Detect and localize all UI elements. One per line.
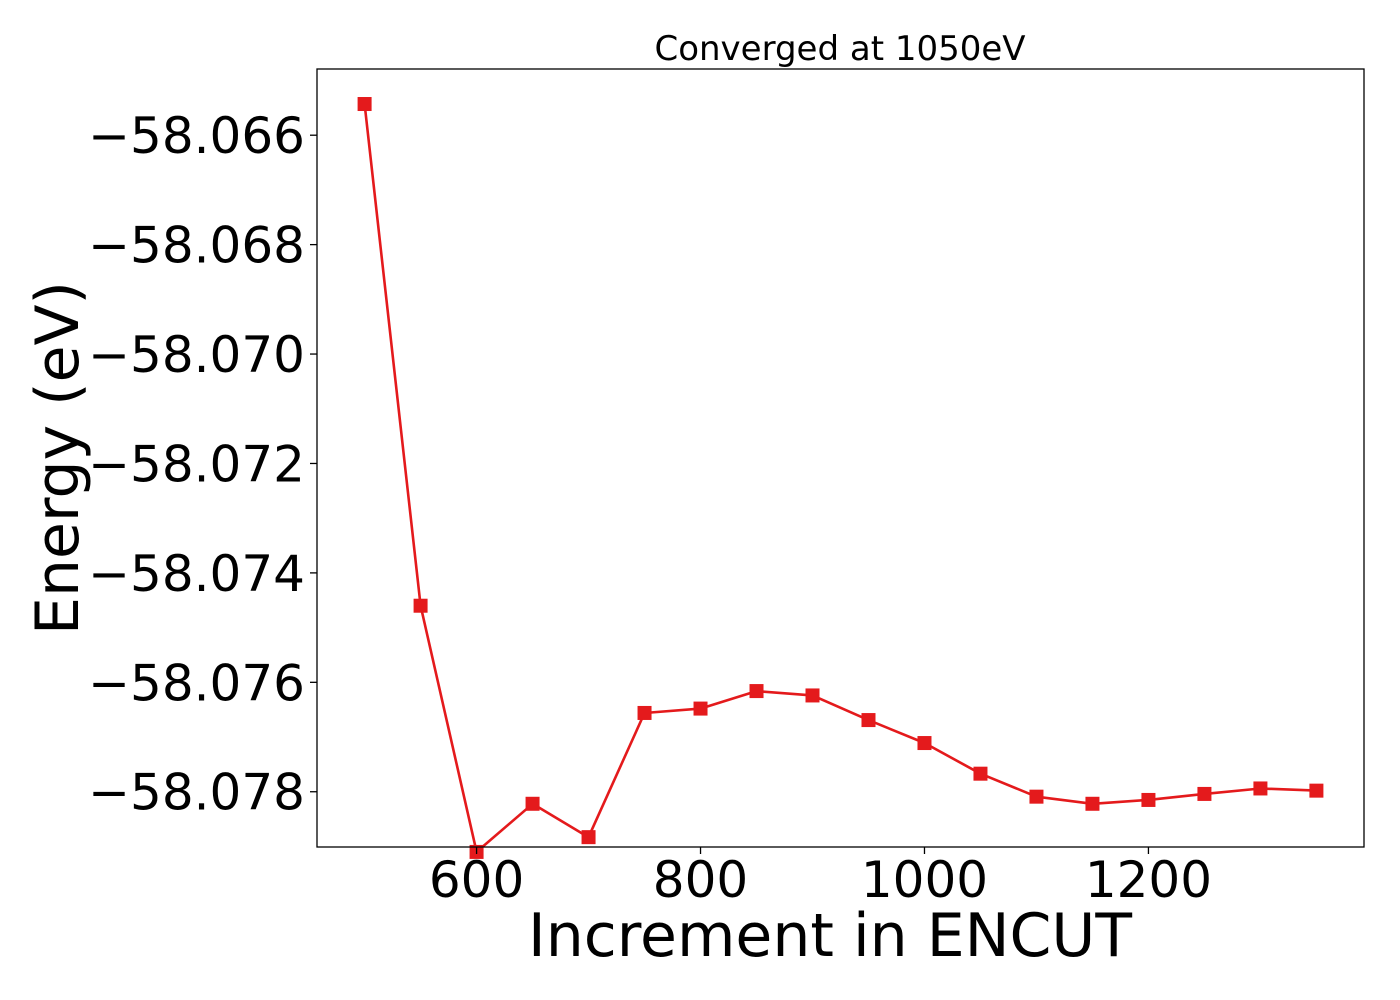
x-axis: 600 800 1000 1200: [429, 847, 1212, 909]
plot-frame: [316, 68, 1365, 848]
y-tick-label: −58.066: [88, 107, 305, 165]
data-point: [1253, 781, 1268, 796]
data-point: [581, 830, 596, 845]
data-point: [693, 701, 708, 716]
y-tick-label: −58.072: [88, 435, 305, 493]
x-tick-label: 1000: [861, 851, 988, 909]
y-tick-label: −58.068: [88, 217, 305, 275]
x-tick-label: 800: [653, 851, 748, 909]
x-axis-label: Increment in ENCUT: [528, 901, 1132, 971]
data-point: [917, 736, 932, 751]
x-tick-label: 600: [429, 851, 524, 909]
data-point: [1197, 786, 1212, 801]
y-axis: −58.066 −58.068 −58.070 −58.072 −58.074 −58.0…: [88, 107, 317, 822]
x-tick-label: 1200: [1085, 851, 1212, 909]
y-tick-label: −58.078: [88, 764, 305, 822]
data-point: [1309, 783, 1324, 798]
data-point: [413, 598, 428, 613]
data-point: [973, 766, 988, 781]
y-tick-label: −58.074: [88, 545, 305, 603]
y-axis-label: Energy (eV): [23, 281, 93, 635]
y-tick-label: −58.076: [88, 654, 305, 712]
data-point: [1085, 796, 1100, 811]
data-point: [357, 97, 372, 112]
data-point: [805, 688, 820, 703]
series-layer: [357, 97, 1324, 859]
data-point: [1029, 789, 1044, 804]
data-point: [749, 684, 764, 699]
y-tick-label: −58.070: [88, 326, 305, 384]
data-point: [637, 705, 652, 720]
data-point: [861, 713, 876, 728]
data-point: [1141, 792, 1156, 807]
chart-title: Converged at 1050eV: [654, 29, 1025, 69]
series-line: [363, 103, 1317, 854]
data-point: [525, 796, 540, 811]
